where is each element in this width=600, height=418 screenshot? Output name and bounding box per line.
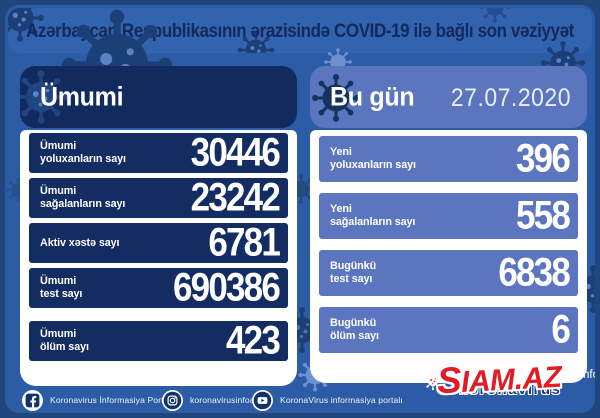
stat-label: Ümumi yoluxanların sayı [40,140,126,165]
watermark-suffix: info [580,369,595,381]
panel-body-umumi: Ümumi yoluxanların sayı 30446 Ümumi sağa… [20,130,297,386]
stat-row-total-recovered: Ümumi sağalanların sayı 23242 [29,175,288,220]
title-banner: Azərbaycan Respublikasının ərazisində CO… [8,8,592,53]
stat-value: 423 [226,318,281,363]
social-label: Koronavirus İnformasiya Portalı [50,395,173,405]
social-label: koronavirusinfoaz [190,395,260,405]
stat-value: 558 [516,193,571,238]
stat-label: Yeni yoluxanların sayı [330,146,416,171]
stat-value: 23242 [190,175,281,220]
stat-row-today-tests: Bugünkü test sayı 6838 [319,250,578,296]
page-title: Azərbaycan Respublikasının ərazisində CO… [26,19,574,41]
report-date: 27.07.2020 [450,82,571,111]
stat-value: 396 [516,136,571,181]
infographic-canvas: Azərbaycan Respublikasının ərazisində CO… [5,5,595,413]
footer: Koronavirus İnformasiya Portalı koronavi… [5,387,595,413]
social-link-youtube[interactable]: KoronaVirus informasiya portalı [252,389,403,411]
panel-title: Ümumi [40,81,124,112]
facebook-icon [22,389,43,411]
social-label: KoronaVirus informasiya portalı [280,395,403,405]
stat-label: Yeni sağalanların sayı [330,203,416,228]
youtube-icon [252,389,273,411]
stat-label: Bugünkü test sayı [330,260,377,285]
stat-value: 6 [551,307,570,352]
stat-row-active-cases: Aktiv xəstə sayı 6781 [29,220,288,265]
stat-label: Ümumi sağalanların sayı [40,185,126,210]
instagram-icon [162,389,183,411]
social-link-instagram[interactable]: koronavirusinfoaz [162,389,259,411]
stat-value: 6781 [208,220,280,265]
stat-row-total-deaths: Ümumi ölüm sayı 423 [29,318,288,363]
watermark-background-text: koronavirus [459,381,562,398]
stat-value: 6838 [498,250,570,295]
stat-label: Ümumi ölüm sayı [40,328,89,353]
siam-az-logo: Siam.az [435,359,563,402]
stat-row-new-recovered: Yeni sağalanların sayı 558 [319,193,578,239]
stat-row-new-infected: Yeni yoluxanların sayı 396 [319,136,578,182]
panel-header-umumi: Ümumi [20,66,297,128]
stat-row-total-tests: Ümumi test sayı 690386 [29,265,288,310]
panel-body-bugun: Yeni yoluxanların sayı 396 Yeni sağalanl… [310,130,587,383]
stat-label: Aktiv xəstə sayı [40,236,120,249]
stat-row-today-deaths: Bugünkü ölüm sayı 6 [319,307,578,353]
stat-row-total-infected: Ümumi yoluxanların sayı 30446 [29,130,288,175]
panel-header-bugun: Bu gün 27.07.2020 [310,66,587,128]
siam-az-watermark: koronavirus Siam.az info [425,355,595,413]
stat-label: Ümumi test sayı [40,275,83,300]
stat-label: Bugünkü ölüm sayı [330,317,379,342]
stat-value: 690386 [173,265,281,310]
social-link-facebook[interactable]: Koronavirus İnformasiya Portalı [22,389,173,411]
panel-title: Bu gün [330,81,415,112]
stat-value: 30446 [190,130,281,175]
